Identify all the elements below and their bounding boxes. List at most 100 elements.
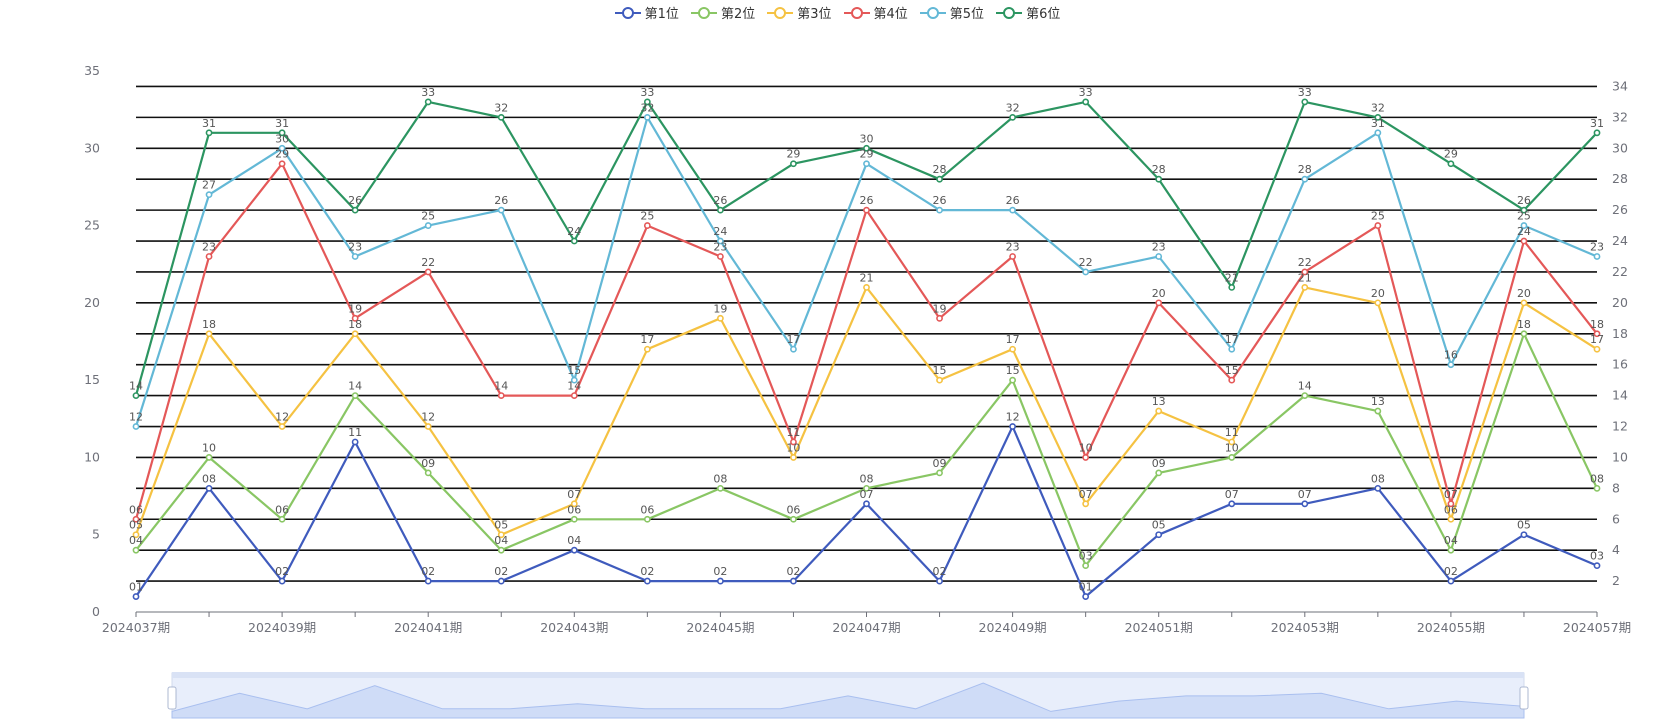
- data-point[interactable]: [132, 423, 140, 430]
- data-point[interactable]: [1155, 175, 1163, 183]
- data-point[interactable]: [1520, 299, 1528, 307]
- data-point[interactable]: [205, 191, 213, 199]
- data-point[interactable]: [1228, 500, 1236, 508]
- data-point[interactable]: [1228, 345, 1236, 353]
- data-point[interactable]: [1447, 500, 1455, 508]
- data-point[interactable]: [424, 268, 432, 276]
- data-point[interactable]: [863, 484, 870, 492]
- data-point[interactable]: [1520, 206, 1528, 214]
- data-point[interactable]: [497, 546, 505, 554]
- data-point[interactable]: [1009, 345, 1016, 353]
- data-point[interactable]: [424, 577, 432, 585]
- data-zoom-slider[interactable]: [167, 672, 1529, 719]
- legend-item[interactable]: 第3位: [765, 3, 833, 22]
- data-point[interactable]: [643, 345, 651, 353]
- data-point[interactable]: [278, 515, 286, 523]
- data-point[interactable]: [1374, 407, 1382, 415]
- data-point[interactable]: [863, 500, 870, 508]
- data-point[interactable]: [1374, 129, 1382, 137]
- data-point[interactable]: [1155, 253, 1163, 260]
- data-point[interactable]: [643, 577, 651, 585]
- data-point[interactable]: [278, 577, 286, 585]
- data-point[interactable]: [351, 392, 359, 399]
- data-point[interactable]: [1082, 593, 1090, 600]
- data-point[interactable]: [936, 314, 943, 322]
- data-point[interactable]: [1082, 454, 1090, 461]
- data-point[interactable]: [717, 314, 724, 322]
- zoom-top-bar[interactable]: [172, 672, 1524, 678]
- data-point[interactable]: [863, 283, 870, 291]
- data-point[interactable]: [1301, 175, 1309, 183]
- data-point[interactable]: [1593, 129, 1601, 137]
- data-point[interactable]: [1447, 361, 1455, 369]
- data-point[interactable]: [424, 98, 432, 106]
- data-point[interactable]: [717, 577, 724, 585]
- data-point[interactable]: [643, 113, 651, 121]
- zoom-left-handle[interactable]: [167, 686, 177, 710]
- data-point[interactable]: [1155, 407, 1163, 415]
- data-point[interactable]: [1593, 330, 1601, 338]
- data-point[interactable]: [1520, 222, 1528, 229]
- data-point[interactable]: [1301, 500, 1309, 508]
- legend-item[interactable]: 第2位: [689, 3, 757, 22]
- data-point[interactable]: [1228, 454, 1236, 461]
- data-point[interactable]: [1228, 376, 1236, 384]
- data-point[interactable]: [1155, 299, 1163, 307]
- data-point[interactable]: [1374, 113, 1382, 121]
- data-point[interactable]: [1447, 577, 1455, 585]
- data-point[interactable]: [205, 129, 213, 137]
- data-point[interactable]: [132, 546, 140, 554]
- data-point[interactable]: [643, 515, 651, 523]
- data-point[interactable]: [1009, 113, 1016, 121]
- data-point[interactable]: [570, 376, 578, 384]
- legend-item[interactable]: 第6位: [994, 3, 1062, 22]
- data-point[interactable]: [936, 469, 943, 477]
- data-point[interactable]: [497, 577, 505, 585]
- data-point[interactable]: [132, 392, 140, 399]
- data-point[interactable]: [1155, 469, 1163, 477]
- data-point[interactable]: [424, 222, 432, 229]
- data-point[interactable]: [1593, 345, 1601, 353]
- legend-item[interactable]: 第5位: [918, 3, 986, 22]
- data-point[interactable]: [351, 438, 359, 446]
- data-point[interactable]: [1301, 268, 1309, 276]
- data-point[interactable]: [717, 253, 724, 260]
- data-point[interactable]: [570, 500, 578, 508]
- data-point[interactable]: [863, 160, 870, 168]
- data-point[interactable]: [1301, 98, 1309, 106]
- data-point[interactable]: [1520, 330, 1528, 338]
- data-point[interactable]: [570, 546, 578, 554]
- data-point[interactable]: [1082, 562, 1090, 570]
- data-point[interactable]: [351, 253, 359, 260]
- data-point[interactable]: [863, 206, 870, 214]
- data-point[interactable]: [643, 222, 651, 229]
- data-point[interactable]: [205, 330, 213, 338]
- data-point[interactable]: [717, 206, 724, 214]
- data-point[interactable]: [132, 593, 140, 600]
- data-point[interactable]: [424, 469, 432, 477]
- data-point[interactable]: [643, 98, 651, 106]
- data-point[interactable]: [570, 392, 578, 399]
- data-point[interactable]: [863, 144, 870, 152]
- data-point[interactable]: [790, 515, 797, 523]
- data-point[interactable]: [936, 175, 943, 183]
- data-point[interactable]: [497, 206, 505, 214]
- data-point[interactable]: [497, 531, 505, 539]
- data-point[interactable]: [1009, 376, 1016, 384]
- zoom-right-handle[interactable]: [1519, 686, 1529, 710]
- data-point[interactable]: [205, 253, 213, 260]
- data-point[interactable]: [1447, 515, 1455, 523]
- data-point[interactable]: [570, 237, 578, 245]
- data-point[interactable]: [1009, 423, 1016, 430]
- data-point[interactable]: [1374, 222, 1382, 229]
- data-point[interactable]: [205, 484, 213, 492]
- data-point[interactable]: [790, 438, 797, 446]
- data-point[interactable]: [717, 484, 724, 492]
- legend-item[interactable]: 第1位: [613, 3, 681, 22]
- data-point[interactable]: [1374, 299, 1382, 307]
- data-point[interactable]: [790, 454, 797, 461]
- data-point[interactable]: [1082, 98, 1090, 106]
- data-point[interactable]: [1009, 253, 1016, 260]
- data-point[interactable]: [278, 160, 286, 168]
- data-point[interactable]: [351, 314, 359, 322]
